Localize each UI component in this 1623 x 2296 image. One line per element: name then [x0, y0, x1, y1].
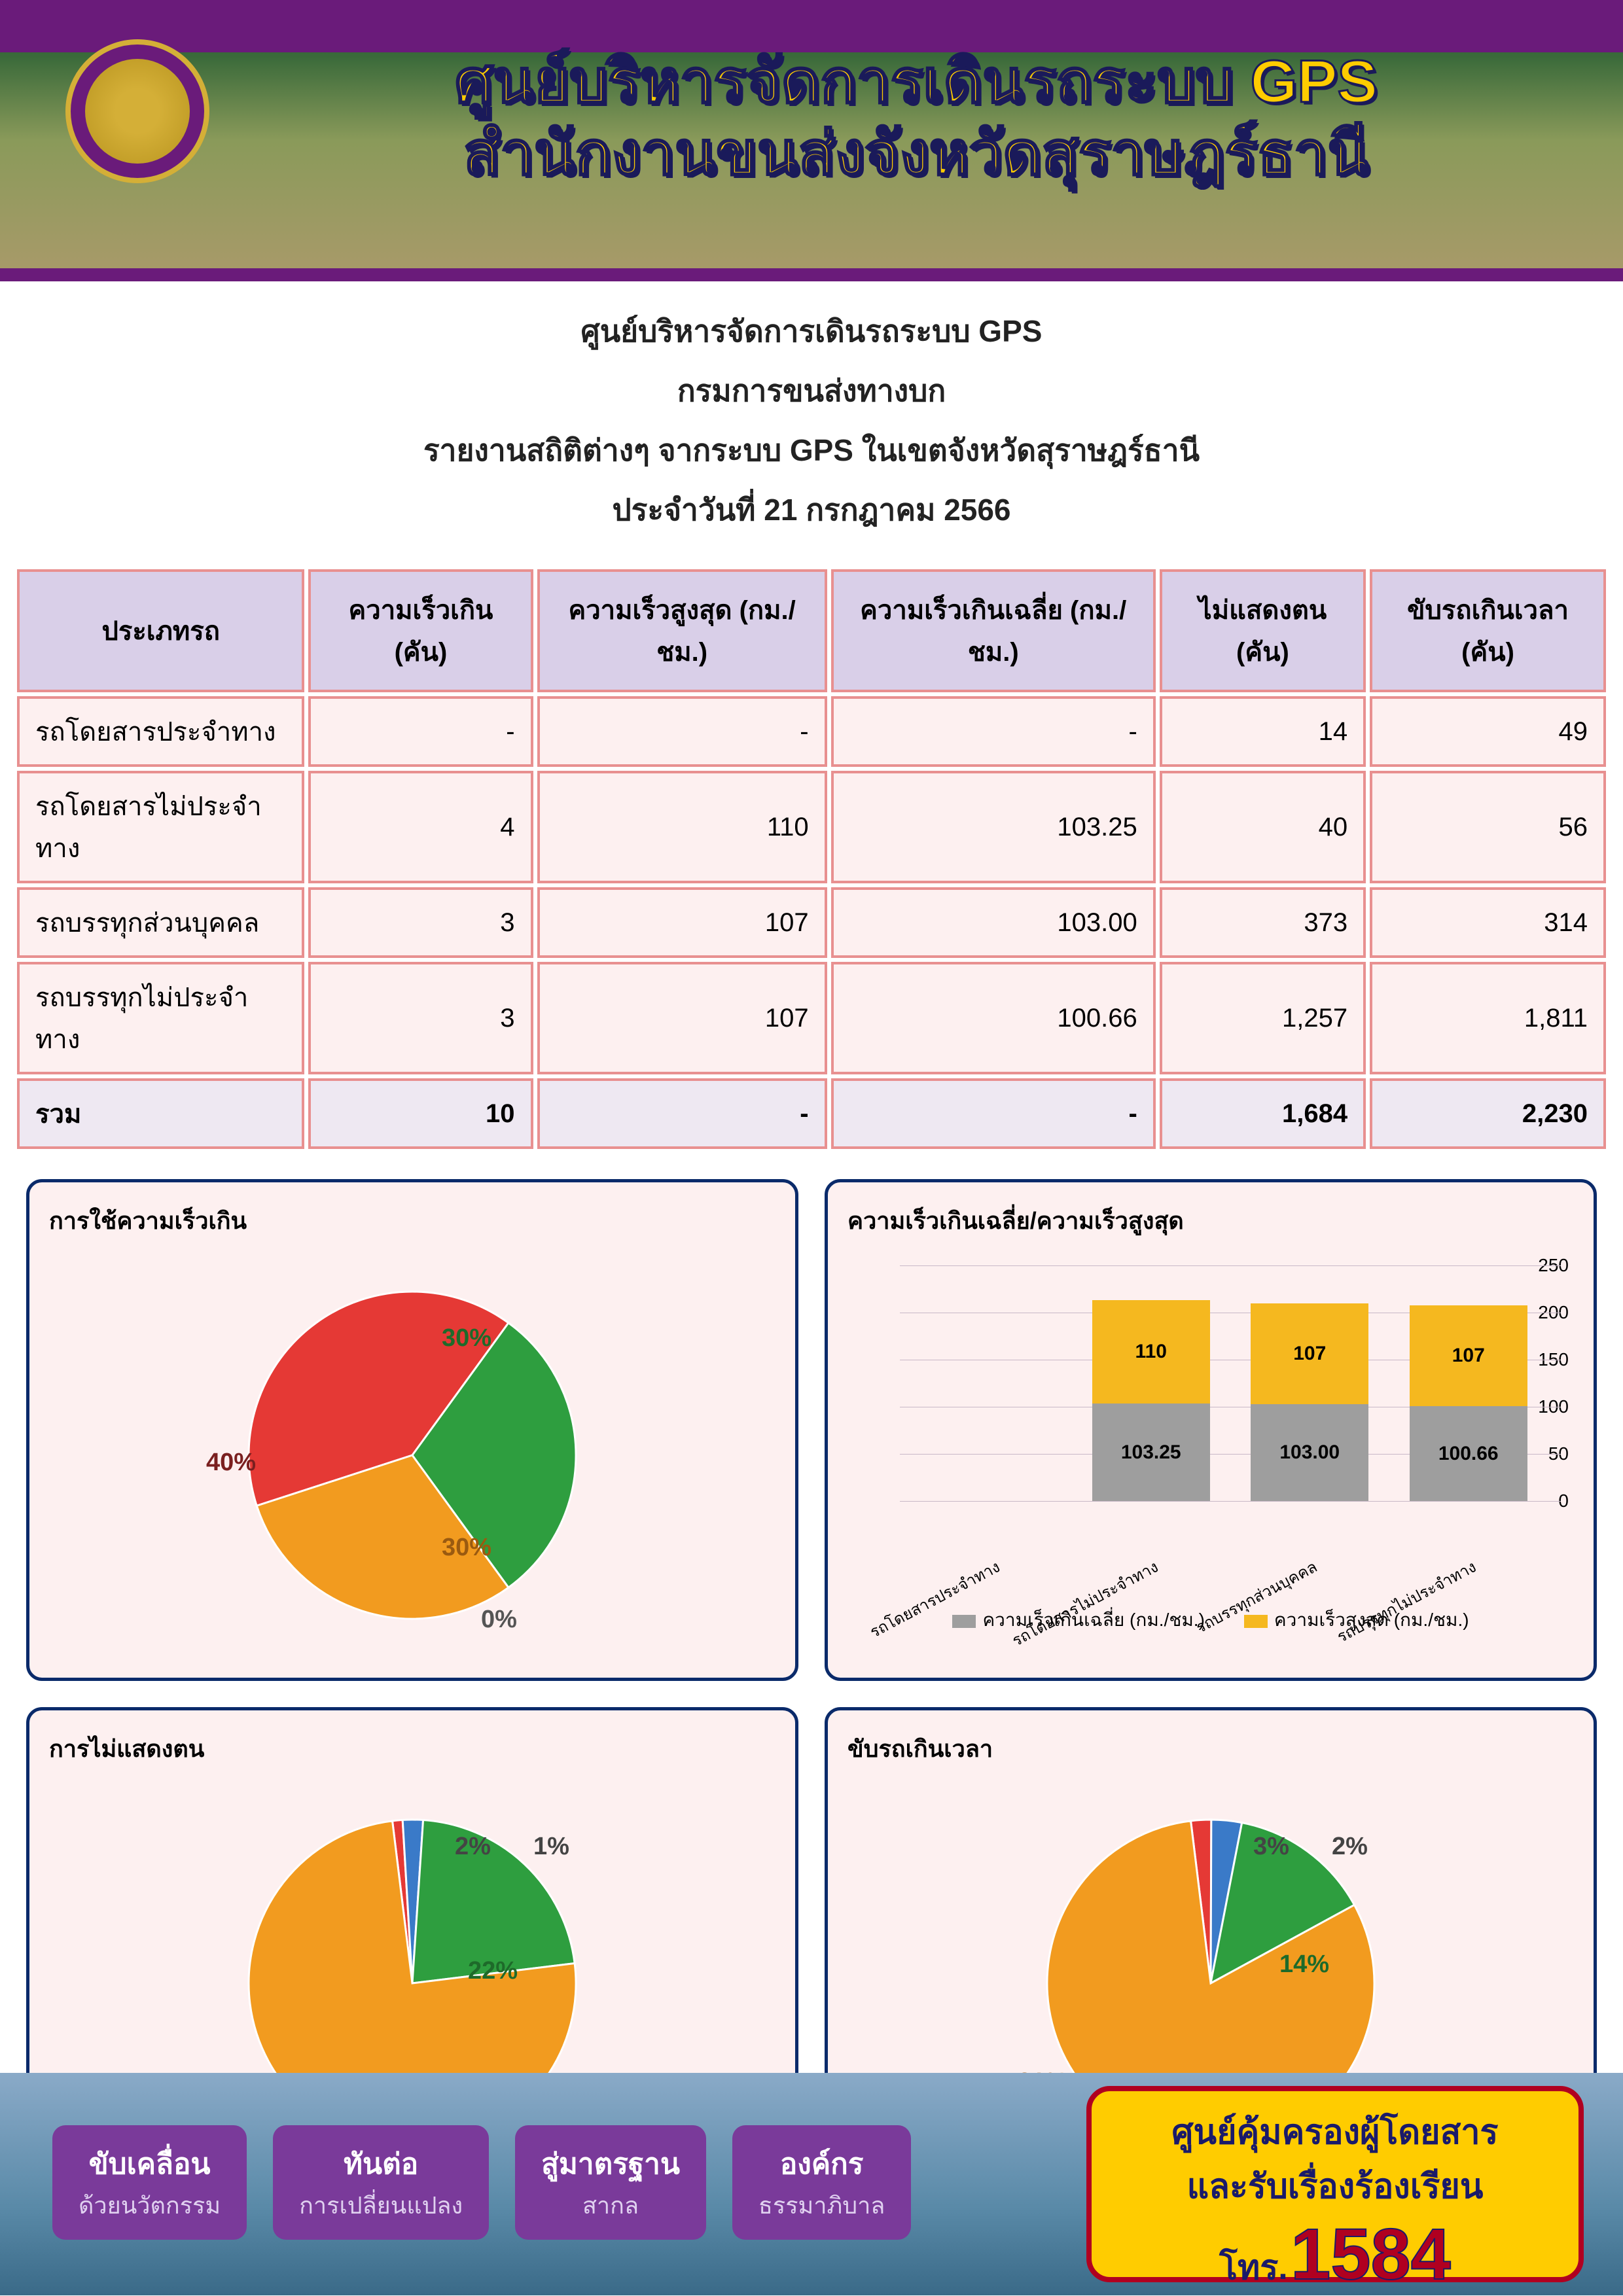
pie-overtime-title: ขับรถเกินเวลา — [847, 1730, 1574, 1767]
bar-seg-max: 107 — [1410, 1305, 1527, 1406]
header-stripe-top — [0, 0, 1623, 52]
subheader-line2: กรมการขนส่งทางบก — [39, 367, 1584, 415]
total-cell: - — [537, 1078, 827, 1149]
row-value: 107 — [537, 962, 827, 1074]
row-value: 103.00 — [831, 887, 1156, 958]
pie-speed-chart: 40% 30% 30% 0% — [49, 1252, 776, 1658]
row-value: 3 — [308, 962, 533, 1074]
pie-speed-title: การใช้ความเร็วเกิน — [49, 1202, 776, 1239]
bar-seg-avg: 103.00 — [1251, 1404, 1368, 1501]
header-banner: ศูนย์บริหารจัดการเดินรถระบบ GPS สำนักงาน… — [0, 0, 1623, 281]
badge-line1: ทันต่อ — [299, 2141, 463, 2187]
col-header: ความเร็วสูงสุด (กม./ชม.) — [537, 569, 827, 692]
pie-speed-box: การใช้ความเร็วเกิน 40% 30% 30% 0% — [26, 1179, 798, 1681]
badge-line2: ธรรมาภิบาล — [758, 2187, 885, 2224]
row-value: 40 — [1160, 771, 1366, 883]
pie-slice-label: 14% — [1279, 1951, 1329, 1979]
pie-noshow-title: การไม่แสดงตน — [49, 1730, 776, 1767]
table-row: รถบรรทุกไม่ประจำทาง3107100.661,2571,811 — [17, 962, 1606, 1074]
pie-slice-label: 3% — [1253, 1833, 1289, 1861]
row-value: 3 — [308, 887, 533, 958]
callbox-line1: ศูนย์คุ้มครองผู้โดยสาร — [1105, 2104, 1565, 2159]
badge-line2: สากล — [541, 2187, 680, 2224]
stats-table: ประเภทรถความเร็วเกิน (คัน)ความเร็วสูงสุด… — [13, 565, 1610, 1153]
footer-badge: ขับเคลื่อนด้วยนวัตกรรม — [52, 2125, 247, 2240]
row-value: 103.25 — [831, 771, 1156, 883]
total-cell: 2,230 — [1370, 1078, 1606, 1149]
row-value: - — [308, 696, 533, 767]
header-title: ศูนย์บริหารจัดการเดินรถระบบ GPS สำนักงาน… — [236, 46, 1597, 190]
bar-seg-avg: 103.25 — [1092, 1404, 1210, 1501]
bar-seg-avg: 100.66 — [1410, 1406, 1527, 1501]
callbox-tel: โทร. 1584 — [1105, 2213, 1565, 2296]
row-value: 110 — [537, 771, 827, 883]
header-stripe-bottom — [0, 268, 1623, 281]
row-value: 373 — [1160, 887, 1366, 958]
bar-chart-title: ความเร็วเกินเฉลี่ย/ความเร็วสูงสุด — [847, 1202, 1574, 1239]
row-value: 1,257 — [1160, 962, 1366, 1074]
footer-callbox: ศูนย์คุ้มครองผู้โดยสาร และรับเรื่องร้องเ… — [1086, 2086, 1584, 2282]
pie-slice-label: 22% — [468, 1957, 518, 1985]
badge-line2: ด้วยนวัตกรรม — [79, 2187, 221, 2224]
bar-seg-max: 107 — [1251, 1303, 1368, 1404]
footer-badge: ทันต่อการเปลี่ยนแปลง — [273, 2125, 489, 2240]
row-label: รถบรรทุกส่วนบุคคล — [17, 887, 304, 958]
row-label: รถบรรทุกไม่ประจำทาง — [17, 962, 304, 1074]
row-label: รถโดยสารประจำทาง — [17, 696, 304, 767]
pie-slice-label: 1% — [533, 1833, 569, 1861]
header-title-line1: ศูนย์บริหารจัดการเดินรถระบบ GPS — [236, 46, 1597, 118]
total-cell: 10 — [308, 1078, 533, 1149]
subheader-line1: ศูนย์บริหารจัดการเดินรถระบบ GPS — [39, 308, 1584, 355]
row-value: 314 — [1370, 887, 1606, 958]
row-value: - — [537, 696, 827, 767]
total-cell: 1,684 — [1160, 1078, 1366, 1149]
row-value: 56 — [1370, 771, 1606, 883]
pie-slice-label: 40% — [206, 1449, 256, 1477]
footer-banner: ขับเคลื่อนด้วยนวัตกรรมทันต่อการเปลี่ยนแป… — [0, 2073, 1623, 2295]
row-value: 1,811 — [1370, 962, 1606, 1074]
pie-slice-label: 30% — [442, 1534, 491, 1562]
footer-badges: ขับเคลื่อนด้วยนวัตกรรมทันต่อการเปลี่ยนแป… — [52, 2125, 911, 2240]
bar-xlabel: รถบรรทุกไม่ประจำทาง — [1332, 1554, 1480, 1649]
col-header: ความเร็วเกิน (คัน) — [308, 569, 533, 692]
row-value: 49 — [1370, 696, 1606, 767]
total-cell: - — [831, 1078, 1156, 1149]
col-header: ความเร็วเกินเฉลี่ย (กม./ชม.) — [831, 569, 1156, 692]
subheader: ศูนย์บริหารจัดการเดินรถระบบ GPS กรมการขน… — [0, 281, 1623, 565]
table-row: รถโดยสารไม่ประจำทาง4110103.254056 — [17, 771, 1606, 883]
bar-xlabel: รถโดยสารไม่ประจำทาง — [1007, 1554, 1163, 1653]
bar-seg-max: 110 — [1092, 1300, 1210, 1404]
subheader-line4: ประจำวันที่ 21 กรกฎาคม 2566 — [39, 486, 1584, 534]
header-title-line2: สำนักงานขนส่งจังหวัดสุราษฎร์ธานี — [236, 118, 1597, 190]
pie-slice-label: 30% — [442, 1324, 491, 1352]
pie-slice-label: 2% — [1332, 1833, 1368, 1861]
bar-chart-box: ความเร็วเกินเฉลี่ย/ความเร็วสูงสุด 050100… — [825, 1179, 1597, 1681]
bar-chart: 050100150200250รถโดยสารประจำทาง110103.25… — [847, 1252, 1574, 1593]
footer-badge: สู่มาตรฐานสากล — [515, 2125, 706, 2240]
callbox-line2: และรับเรื่องร้องเรียน — [1105, 2159, 1565, 2213]
subheader-line3: รายงานสถิติต่างๆ จากระบบ GPS ในเขตจังหวั… — [39, 427, 1584, 474]
row-label: รถโดยสารไม่ประจำทาง — [17, 771, 304, 883]
footer-badge: องค์กรธรรมาภิบาล — [732, 2125, 911, 2240]
col-header: ขับรถเกินเวลา (คัน) — [1370, 569, 1606, 692]
badge-line1: สู่มาตรฐาน — [541, 2141, 680, 2187]
table-row: รถบรรทุกส่วนบุคคล3107103.00373314 — [17, 887, 1606, 958]
col-header: ประเภทรถ — [17, 569, 304, 692]
col-header: ไม่แสดงตน (คัน) — [1160, 569, 1366, 692]
total-cell: รวม — [17, 1078, 304, 1149]
logo-emblem — [65, 39, 209, 183]
table-row: รถโดยสารประจำทาง---1449 — [17, 696, 1606, 767]
row-value: 14 — [1160, 696, 1366, 767]
pie-slice-label: 0% — [481, 1606, 517, 1634]
pie-slice-label: 2% — [455, 1833, 491, 1861]
table-total-row: รวม10--1,6842,230 — [17, 1078, 1606, 1149]
badge-line1: องค์กร — [758, 2141, 885, 2187]
row-value: 100.66 — [831, 962, 1156, 1074]
row-value: - — [831, 696, 1156, 767]
badge-line1: ขับเคลื่อน — [79, 2141, 221, 2187]
row-value: 107 — [537, 887, 827, 958]
row-value: 4 — [308, 771, 533, 883]
badge-line2: การเปลี่ยนแปลง — [299, 2187, 463, 2224]
